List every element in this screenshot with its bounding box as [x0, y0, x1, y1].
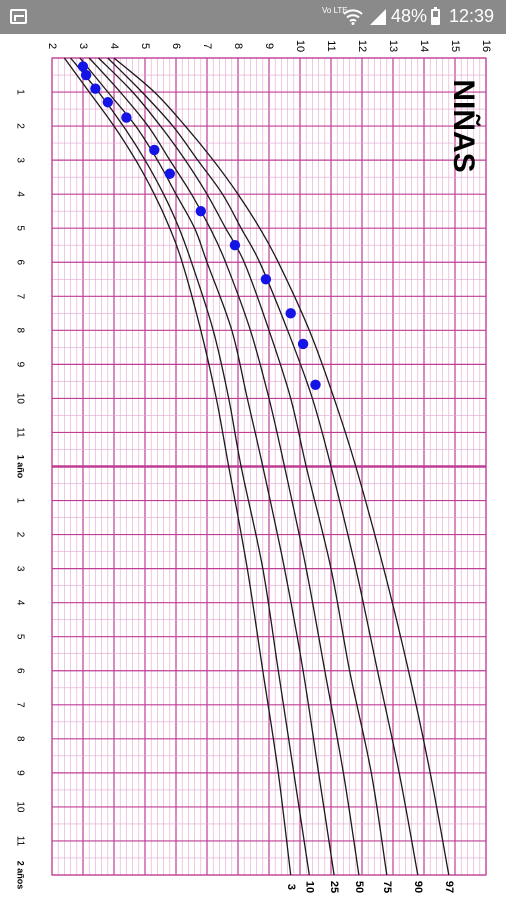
percentile-label-10: 10 [303, 881, 315, 893]
age-tick-label: 6 [14, 259, 25, 265]
signal-icon [370, 9, 386, 25]
weight-tick-label: 12 [356, 40, 368, 52]
percentile-label-90: 90 [412, 881, 424, 893]
chart-title: NIÑAS [447, 79, 481, 172]
age-tick-label: 11 [14, 836, 25, 847]
age-tick-label: 2 años [16, 861, 26, 890]
age-tick-label: 4 [14, 600, 25, 606]
weight-tick-label: 14 [418, 40, 430, 52]
measurement-point-5 [121, 112, 132, 123]
percentile-curve-97 [113, 57, 450, 876]
age-tick-label: 2 [14, 123, 25, 129]
plot-border [51, 57, 487, 876]
measurement-point-8 [195, 205, 206, 217]
measurement-point-11 [285, 308, 296, 319]
age-tick-label: 1 [14, 89, 25, 95]
percentile-curve-90 [107, 57, 419, 876]
wifi-icon [343, 9, 363, 25]
measurement-point-3 [90, 83, 101, 94]
percentile-curve-3 [63, 57, 292, 876]
percentile-label-25: 25 [328, 881, 340, 893]
percentile-label-75: 75 [381, 881, 393, 893]
volte-indicator: Vo LTE [322, 6, 348, 15]
battery-icon [431, 7, 440, 25]
age-tick-label: 1 año [16, 455, 26, 479]
measurement-points [77, 61, 321, 390]
measurement-point-4 [102, 97, 114, 108]
weight-tick-label: 13 [387, 40, 399, 52]
measurement-point-13 [310, 379, 321, 390]
age-tick-label: 11 [14, 427, 25, 438]
age-tick-label: 9 [14, 770, 25, 776]
percentile-curve-75 [98, 57, 388, 876]
measurement-point-2 [80, 69, 92, 81]
age-tick-label: 7 [14, 702, 25, 708]
age-tick-label: 2 [14, 532, 25, 538]
measurement-point-1 [77, 61, 89, 72]
chart-grid [51, 57, 487, 876]
percentile-curve-10 [70, 57, 310, 876]
measurement-point-9 [229, 240, 241, 251]
percentile-curve-25 [79, 57, 335, 876]
age-tick-label: 9 [14, 362, 25, 368]
growth-chart: 2 3 4 5 6 7 8 9 10 11 12 13 14 15 16 1 2 3 4 5 6 7 8 9 10 11 1 año… [0, 34, 506, 900]
weight-tick-label: 5 [139, 43, 151, 49]
measurement-point-7 [164, 168, 175, 179]
age-tick-label: 10 [14, 801, 25, 813]
age-tick-label: 8 [14, 736, 25, 742]
clock: 12:39 [449, 6, 495, 26]
weight-tick-label: 8 [232, 43, 244, 49]
percentile-label-97: 97 [443, 881, 455, 893]
weight-tick-label: 4 [108, 43, 120, 49]
age-tick-label: 5 [14, 634, 25, 640]
weight-tick-label: 11 [325, 40, 337, 51]
age-tick-label: 4 [14, 191, 25, 197]
weight-tick-label: 6 [170, 43, 182, 49]
age-tick-label: 7 [14, 294, 25, 300]
age-tick-label: 5 [14, 225, 25, 231]
percentile-label-50: 50 [353, 881, 365, 893]
weight-tick-label: 2 [46, 43, 58, 49]
percentile-curve-50 [88, 57, 360, 876]
age-tick-label: 3 [14, 566, 25, 572]
age-tick-label: 8 [14, 328, 25, 334]
age-tick-label: 10 [14, 393, 25, 405]
age-tick-label: 6 [14, 668, 25, 674]
weight-tick-label: 10 [294, 40, 306, 52]
weight-tick-label: 15 [449, 40, 461, 52]
status-bar: Vo LTE 48% 12:39 [0, 0, 506, 34]
weight-tick-label: 3 [77, 43, 89, 49]
weight-tick-label: 7 [201, 43, 213, 49]
measurement-point-12 [297, 338, 309, 350]
measurement-point-6 [149, 144, 160, 156]
measurement-point-10 [260, 274, 272, 285]
percentile-label-3: 3 [285, 884, 297, 890]
weight-tick-label: 9 [263, 43, 275, 49]
gallery-app-icon [10, 9, 27, 24]
age-tick-label: 1 [14, 498, 25, 504]
age-tick-label: 3 [14, 157, 25, 163]
battery-percentage: 48% [391, 6, 428, 26]
weight-tick-label: 16 [480, 40, 492, 52]
percentile-curves [63, 57, 450, 876]
